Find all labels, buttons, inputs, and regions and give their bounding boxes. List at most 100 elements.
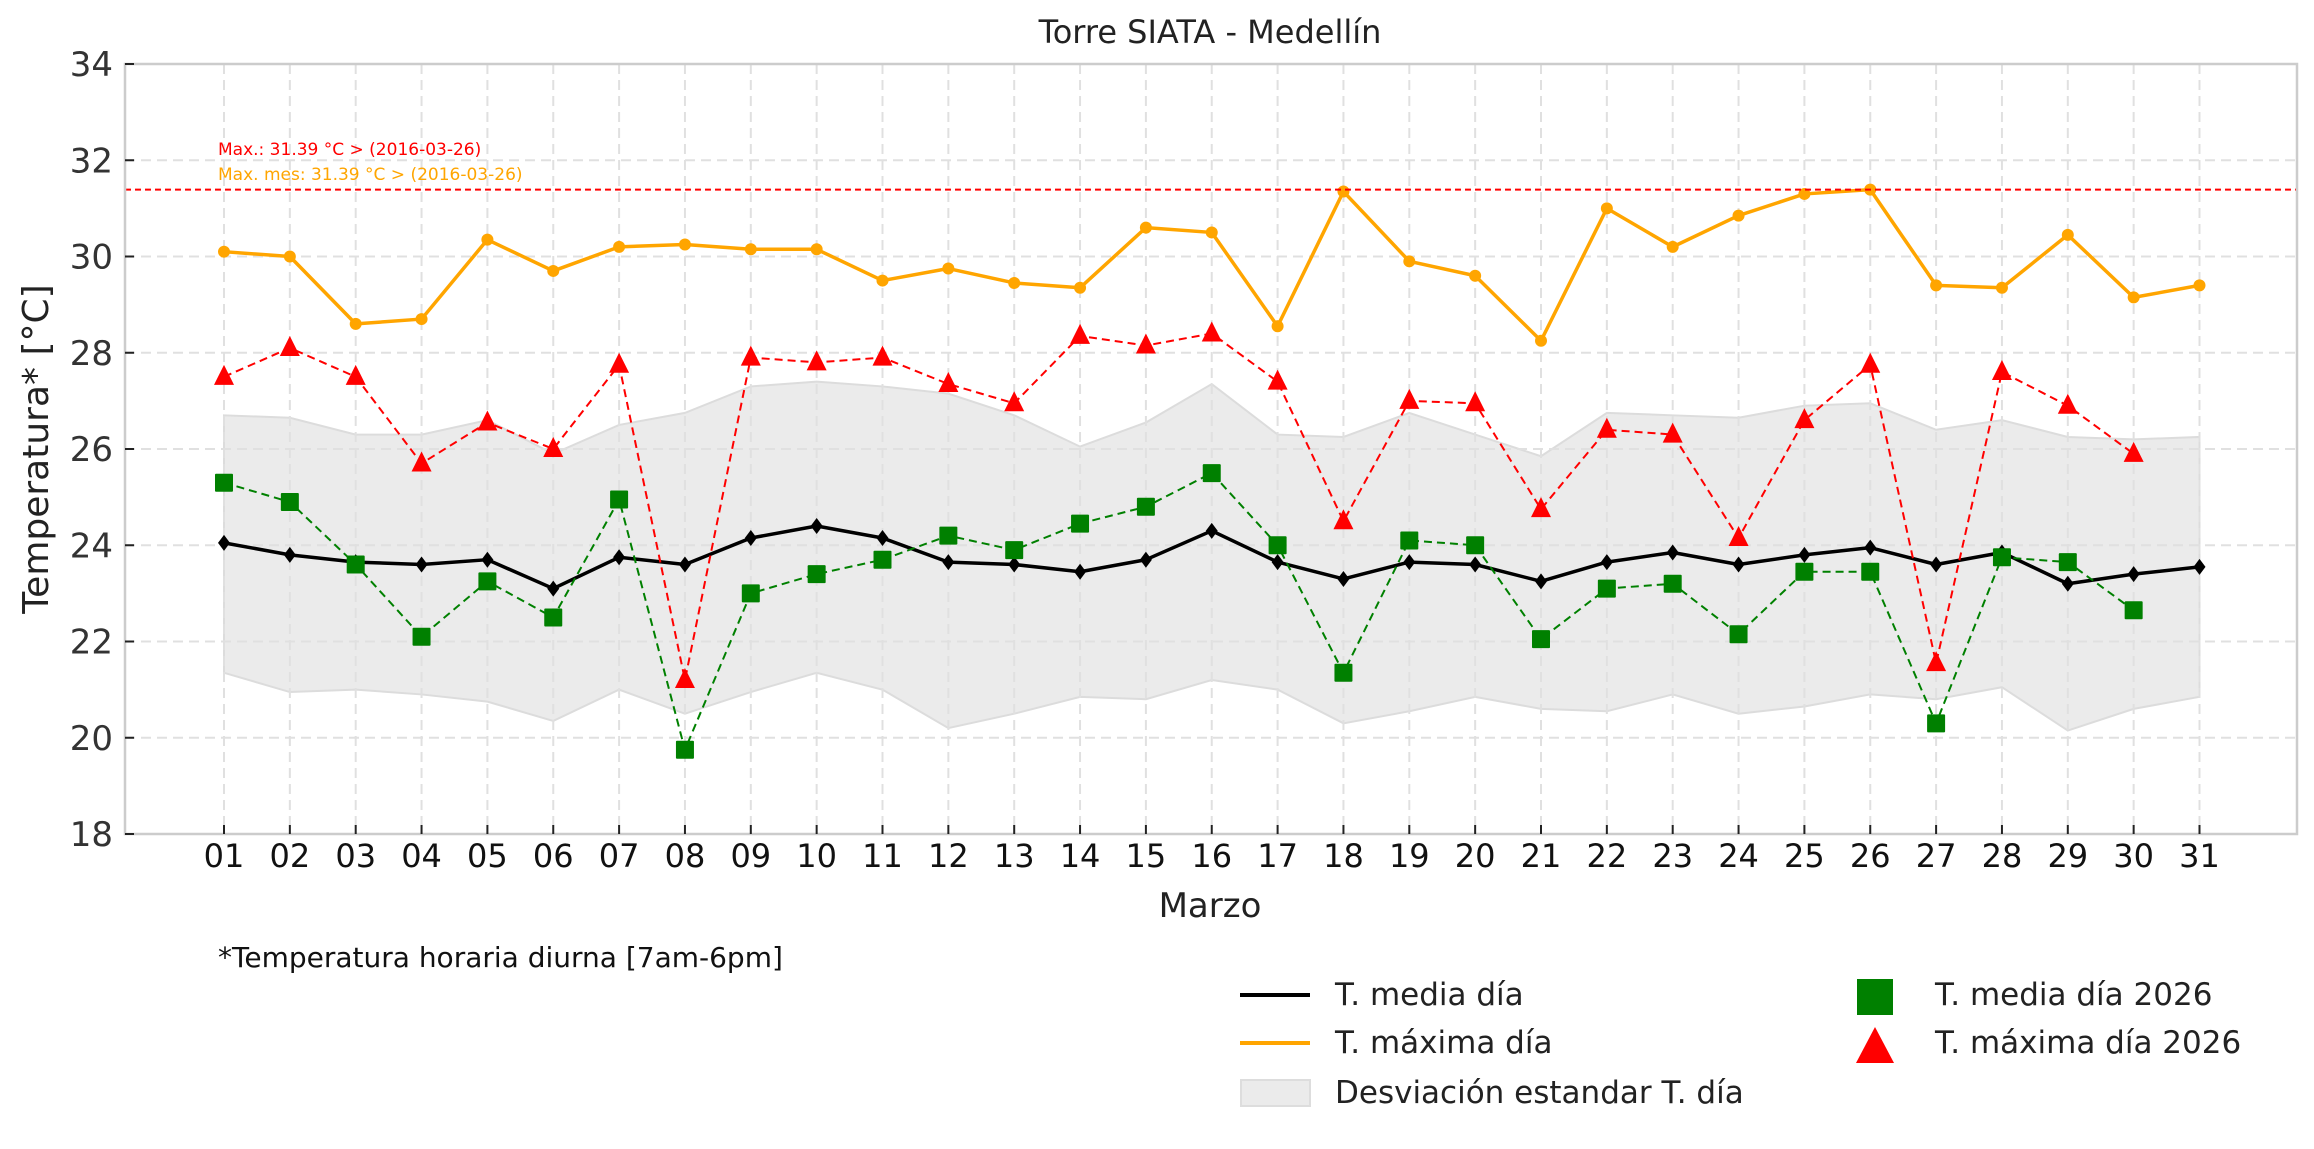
x-tick-label: 20: [1455, 837, 1496, 875]
x-tick-label: 04: [401, 837, 442, 875]
data-point-max: [1008, 276, 1021, 289]
data-point-mean: [481, 551, 494, 568]
data-point-mean: [2061, 575, 2074, 592]
data-point-max-2026: [2057, 393, 2078, 414]
grid-layer: [125, 64, 2297, 834]
data-point-max-2026: [1070, 323, 1091, 344]
data-point-max: [218, 245, 230, 258]
x-tick-label: 17: [1257, 837, 1298, 875]
x-tick-label: 27: [1916, 837, 1957, 875]
data-point-max-2026: [543, 437, 564, 457]
data-point-mean: [942, 554, 955, 571]
x-tick-label: 26: [1850, 837, 1891, 875]
data-point-max-2026: [872, 345, 893, 366]
data-point-max: [678, 238, 691, 251]
y-tick-label: 28: [70, 334, 113, 374]
data-point-mean: [1600, 554, 1613, 571]
legend-label-std: Desviación estandar T. día: [1335, 1075, 1744, 1111]
data-point-max-2026: [477, 410, 498, 431]
x-tick-label: 22: [1586, 837, 1627, 875]
data-point-max: [1995, 281, 2008, 294]
x-tick-label: 06: [533, 837, 574, 875]
data-point-max: [283, 250, 296, 263]
data-point-max-2026: [1135, 333, 1156, 354]
x-tick-label: 21: [1521, 837, 1562, 875]
data-point-max-2026: [1596, 417, 1617, 438]
x-tick-label: 16: [1191, 837, 1232, 875]
data-point-mean: [1864, 539, 1877, 556]
y-tick-label: 24: [70, 526, 113, 566]
legend-label-mean-2026: T. media día 2026: [1934, 977, 2212, 1013]
data-point-mean-2026: [2058, 553, 2077, 572]
data-point-mean-2026: [675, 740, 694, 759]
data-point-mean: [2193, 558, 2206, 575]
data-point-mean-2026: [1005, 541, 1024, 560]
data-point-max: [2193, 279, 2206, 292]
data-point-max-2026: [1201, 321, 1222, 342]
data-point-mean: [1205, 522, 1218, 539]
x-tick-label: 08: [665, 837, 706, 875]
footnote: *Temperatura horaria diurna [7am-6pm]: [218, 941, 783, 974]
data-point-mean: [218, 534, 230, 551]
data-point-mean: [1469, 556, 1482, 573]
data-point-max-2026: [1926, 651, 1947, 672]
data-point-max: [547, 264, 560, 277]
data-point-max: [1074, 281, 1087, 294]
data-point-mean-2026: [280, 492, 299, 511]
data-point-max-2026: [214, 364, 234, 385]
data-point-mean-2026: [2124, 601, 2143, 620]
data-point-max: [876, 274, 889, 287]
x-tick-label: 29: [2047, 837, 2088, 875]
x-tick-label: 09: [730, 837, 771, 875]
data-point-max-2026: [1004, 391, 1025, 412]
data-point-mean: [678, 556, 691, 573]
data-point-max-2026: [1991, 360, 2012, 380]
data-point-mean-2026: [1927, 714, 1946, 733]
data-point-max: [1139, 221, 1152, 234]
data-point-max-2026: [938, 372, 959, 393]
data-point-mean-2026: [807, 565, 826, 584]
x-tick-label: 31: [2179, 837, 2220, 875]
data-point-mean-2026: [1202, 464, 1221, 483]
data-point-mean-2026: [1532, 630, 1550, 649]
data-point-mean-2026: [610, 490, 629, 509]
data-point-max: [1205, 226, 1218, 239]
x-tick-label: 25: [1784, 837, 1825, 875]
data-point-mean-2026: [1729, 625, 1748, 644]
annotation-max: Max.: 31.39 °C > (2016-03-26): [218, 140, 481, 160]
data-point-max: [481, 233, 494, 246]
data-point-max-2026: [740, 345, 761, 366]
y-tick-label: 32: [70, 141, 113, 181]
data-point-max-2026: [1399, 388, 1420, 409]
data-point-mean-2026: [1136, 497, 1155, 516]
data-point-mean: [547, 580, 560, 597]
legend-swatch-mean-2026: [1857, 979, 1893, 1015]
data-point-max: [1732, 209, 1745, 222]
data-point-max: [349, 317, 362, 330]
data-point-mean-2026: [346, 555, 365, 574]
data-point-mean-2026: [1071, 514, 1090, 533]
data-point-max: [1930, 279, 1943, 292]
x-tick-label: 24: [1718, 837, 1759, 875]
data-point-max: [613, 240, 626, 253]
data-point-mean: [283, 546, 296, 563]
data-point-mean: [1139, 551, 1152, 568]
data-point-mean-2026: [1597, 579, 1616, 598]
data-point-mean: [415, 556, 428, 573]
data-point-max: [1600, 202, 1613, 215]
data-point-mean: [744, 530, 757, 547]
legend-swatch-max-2026: [1856, 1027, 1894, 1063]
data-point-max: [1469, 269, 1482, 282]
data-point-max: [942, 262, 955, 275]
data-point-max-2026: [279, 335, 300, 356]
data-point-max: [1403, 255, 1416, 268]
data-point-mean-2026: [741, 584, 760, 603]
y-tick-label: 20: [70, 719, 113, 759]
data-point-mean: [2127, 566, 2140, 583]
data-point-max-2026: [609, 352, 630, 373]
data-point-max-2026: [1267, 369, 1288, 390]
data-point-max: [2127, 291, 2140, 304]
data-point-max-2026: [1860, 352, 1881, 373]
legend: T. media día T. máxima día Desviación es…: [1240, 977, 2241, 1111]
